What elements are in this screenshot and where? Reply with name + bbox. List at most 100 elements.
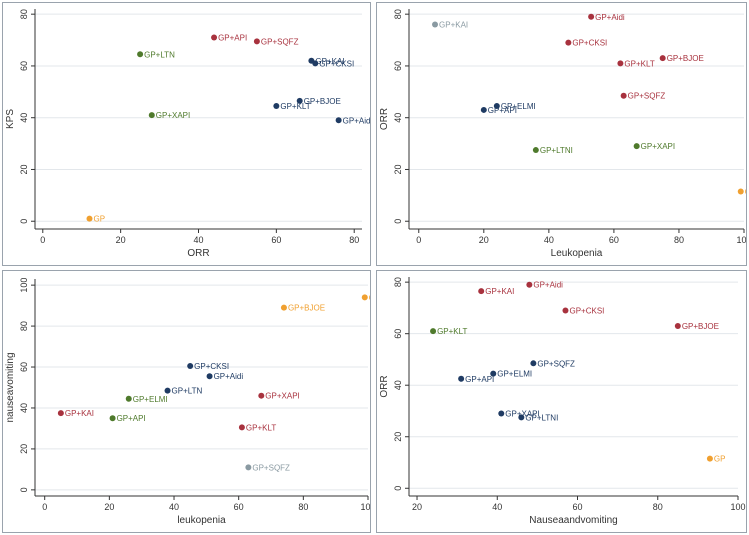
data-label-gp-sqfz: GP+SQFZ xyxy=(537,359,575,368)
data-point-gp-xapi xyxy=(258,392,265,399)
data-point-gp xyxy=(361,294,368,301)
data-label-gp-ltn: GP+LTN xyxy=(172,387,203,396)
y-tick-label: 40 xyxy=(393,380,403,390)
data-label-gp-aidi: GP+Aidi xyxy=(595,13,625,22)
data-label-gp-kai: GP+KAI xyxy=(315,57,344,66)
data-label-gp-klt: GP+KLT xyxy=(437,327,467,336)
data-label-gp-xapi: GP+XAPI xyxy=(156,111,190,120)
data-label-gp-cksi: GP+CKSI xyxy=(569,306,604,315)
y-tick-label: 60 xyxy=(393,61,403,71)
data-label-gp-api: GP+API xyxy=(117,414,146,423)
x-tick-label: 40 xyxy=(193,235,203,245)
data-label-gp-aidi: GP+Aidi xyxy=(214,372,244,381)
data-point-gp xyxy=(737,188,744,195)
x-tick-label: 0 xyxy=(40,235,45,245)
y-tick-label: 20 xyxy=(393,164,403,174)
data-label-gp-klt: GP+KLT xyxy=(246,423,276,432)
x-tick-label: 20 xyxy=(479,235,489,245)
data-point-gp-elmi xyxy=(493,103,500,110)
data-point-gp-ltni xyxy=(532,147,539,154)
x-tick-label: 60 xyxy=(609,235,619,245)
data-label-gp: GP xyxy=(745,187,746,196)
y-tick-label: 0 xyxy=(393,219,403,224)
data-label-gp-klt: GP+KLT xyxy=(280,102,310,111)
x-tick-label: 80 xyxy=(298,502,308,512)
data-label-gp-api: GP+API xyxy=(488,106,517,115)
y-tick-label: 20 xyxy=(19,444,29,454)
x-tick-label: 100 xyxy=(736,235,746,245)
x-tick-label: 40 xyxy=(492,502,502,512)
data-label-gp-sqfz: GP+SQFZ xyxy=(261,37,299,46)
scatter-plot-kps-vs-orr: 0 20 40 60 80 0 20 40 60 80 ORR KPS GP+API GP+SQFZ GP+… xyxy=(5,9,370,259)
scatter-plot-nauseavomiting-vs-leukopenia: 0 20 40 60 80 100 0 20 40 60 80 100 leukopenia nausea… xyxy=(5,278,370,526)
x-tick-label: 60 xyxy=(234,502,244,512)
x-axis-title: Nauseaandvomiting xyxy=(529,515,617,526)
data-point-gp-ltn xyxy=(137,51,144,58)
data-label-gp: GP xyxy=(714,455,726,464)
scatter-panel-orr-vs-leukopenia: 0 20 40 60 80 100 0 20 40 60 80 Leukopenia ORR GP+KAI… xyxy=(376,2,747,266)
data-label-gp-xapi: GP+XAPI xyxy=(641,142,675,151)
data-label-gp-api: GP+API xyxy=(218,33,247,42)
y-tick-label: 60 xyxy=(393,329,403,339)
x-tick-label: 20 xyxy=(412,502,422,512)
data-point-gp-bjoe xyxy=(296,97,303,104)
y-tick-label: 40 xyxy=(19,113,29,123)
y-tick-label: 60 xyxy=(19,362,29,372)
data-label-gp-klt: GP+KLT xyxy=(624,59,654,68)
y-tick-label: 80 xyxy=(19,321,29,331)
data-point-gp-cksi xyxy=(562,307,569,314)
data-point-gp-bjoe xyxy=(659,55,666,62)
x-tick-label: 100 xyxy=(730,502,745,512)
scatter-plot-orr-vs-nauseaandvomiting: 20 40 60 80 100 0 20 40 60 80 Nauseaandvomiting ORR… xyxy=(379,277,746,526)
data-label-gp-bjoe: GP+BJOE xyxy=(682,322,719,331)
data-point-gp-klt xyxy=(238,424,245,431)
data-label-gp-elmi: GP+ELMI xyxy=(133,395,168,404)
y-tick-label: 80 xyxy=(19,9,29,19)
x-tick-label: 60 xyxy=(271,235,281,245)
y-tick-label: 100 xyxy=(19,278,29,293)
data-point-gp-klt xyxy=(430,328,437,335)
data-label-gp: GP xyxy=(94,215,106,224)
data-label-gp-bjoe: GP+BJOE xyxy=(304,97,341,106)
data-point-gp-bjoe xyxy=(280,304,287,311)
y-tick-label: 0 xyxy=(19,219,29,224)
data-label-gp-kai: GP+KAI xyxy=(65,409,94,418)
data-label-gp-ltni: GP+LTNI xyxy=(525,413,558,422)
data-label-gp-xapi: GP+XAPI xyxy=(505,410,539,419)
data-point-gp-api xyxy=(211,34,218,41)
data-point-gp-api xyxy=(109,415,116,422)
data-point-gp-api xyxy=(458,375,465,382)
data-label-gp-api: GP+API xyxy=(465,375,494,384)
x-axis-title: ORR xyxy=(187,248,209,259)
data-point-gp-klt xyxy=(273,103,280,110)
data-point-gp-sqfz xyxy=(253,38,260,45)
scatter-panel-kps-vs-orr: 0 20 40 60 80 0 20 40 60 80 ORR KPS GP+API GP+SQFZ GP+… xyxy=(2,2,371,266)
data-point-gp-cksi xyxy=(312,60,319,67)
data-label-gp-elmi: GP+ELMI xyxy=(497,370,532,379)
scatter-plot-orr-vs-leukopenia: 0 20 40 60 80 100 0 20 40 60 80 Leukopenia ORR GP+KAI… xyxy=(379,9,746,259)
data-point-gp-sqfz xyxy=(620,92,627,99)
data-point-gp-xapi xyxy=(498,410,505,417)
y-tick-label: 80 xyxy=(393,9,403,19)
x-tick-label: 60 xyxy=(573,502,583,512)
data-point-gp-ltni xyxy=(518,414,525,421)
x-tick-label: 40 xyxy=(169,502,179,512)
y-tick-label: 40 xyxy=(19,403,29,413)
y-tick-label: 0 xyxy=(19,487,29,492)
y-tick-label: 20 xyxy=(19,164,29,174)
x-axis-title: Leukopenia xyxy=(551,248,603,259)
x-tick-label: 80 xyxy=(349,235,359,245)
data-label-gp-ltni: GP+LTNI xyxy=(540,146,573,155)
data-point-gp-xapi xyxy=(148,112,155,119)
data-label-gp-bjoe: GP+BJOE xyxy=(667,54,704,63)
data-point-gp-sqfz xyxy=(530,360,537,367)
data-label-gp-aidi: GP+Aidi xyxy=(343,116,370,125)
y-tick-label: 40 xyxy=(393,113,403,123)
y-axis-title: KPS xyxy=(5,109,16,129)
data-point-gp-kai xyxy=(478,288,485,295)
data-point-gp xyxy=(86,215,93,222)
y-axis-title: ORR xyxy=(379,108,390,130)
data-label-gp-cksi: GP+CKSI xyxy=(319,59,354,68)
data-point-gp-kai xyxy=(57,410,64,417)
data-label-gp-elmi: GP+ELMI xyxy=(501,102,536,111)
